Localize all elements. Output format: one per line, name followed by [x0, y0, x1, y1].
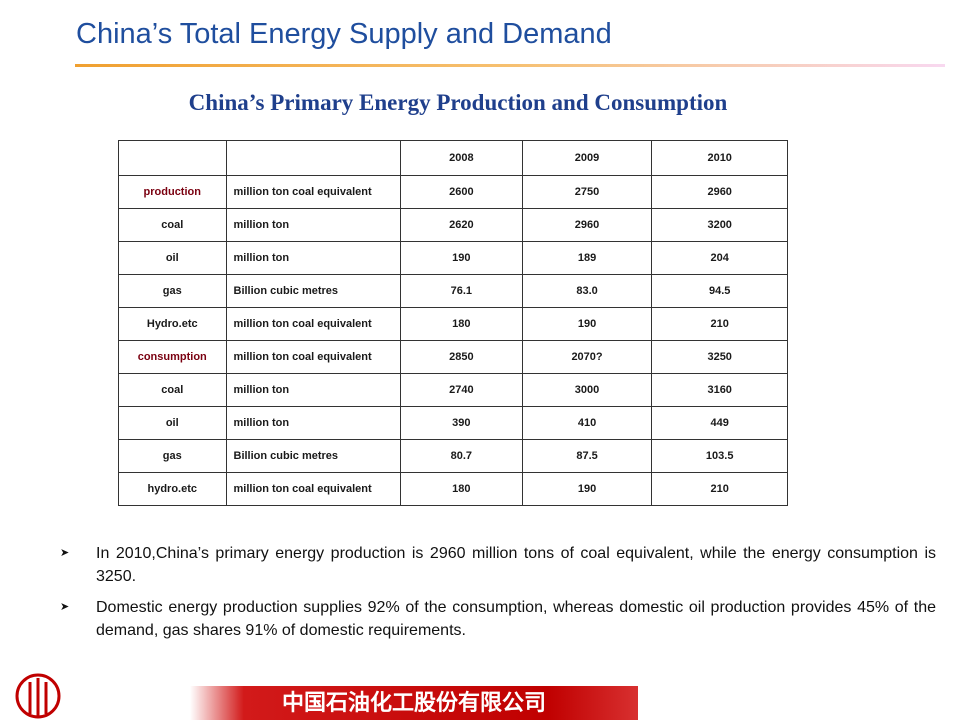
- unit-cell: million ton: [225, 406, 401, 440]
- unit-cell: million ton: [225, 241, 401, 275]
- value-cell: 390: [400, 406, 523, 440]
- value-cell: 2750: [521, 175, 653, 209]
- unit-cell: million ton: [225, 373, 401, 407]
- row-label: gas: [118, 274, 227, 308]
- row-label: coal: [118, 373, 227, 407]
- logo: [15, 673, 61, 719]
- row-label: oil: [118, 241, 227, 275]
- unit-cell: million ton coal equivalent: [225, 307, 401, 341]
- unit-cell: million ton coal equivalent: [225, 340, 401, 374]
- value-cell: 3160: [651, 373, 788, 407]
- row-label: coal: [118, 208, 227, 242]
- value-cell: 3000: [521, 373, 653, 407]
- table-row: production million ton coal equivalent 260…: [118, 175, 788, 209]
- header-cell: [225, 140, 401, 176]
- value-cell: 3250: [651, 340, 788, 374]
- row-label: oil: [118, 406, 227, 440]
- value-cell: 2620: [400, 208, 523, 242]
- value-cell: 83.0: [521, 274, 653, 308]
- unit-cell: Billion cubic metres: [225, 439, 401, 473]
- row-label: consumption: [118, 340, 227, 374]
- table-row: Hydro.etc million ton coal equivalent 180 1…: [118, 307, 788, 341]
- company-banner: 中国石油化工股份有限公司: [190, 686, 638, 720]
- header-row: 2008 2009 2010: [118, 140, 788, 176]
- unit-cell: million ton coal equivalent: [225, 472, 401, 506]
- header-cell: [118, 140, 227, 176]
- value-cell: 190: [521, 472, 653, 506]
- row-label: Hydro.etc: [118, 307, 227, 341]
- table-row: oil million ton 190 189 204: [118, 241, 788, 275]
- unit-cell: million ton coal equivalent: [225, 175, 401, 209]
- table-row: consumption million ton coal equivalent 28…: [118, 340, 788, 374]
- value-cell: 190: [400, 241, 523, 275]
- bullet-arrow: ➤: [60, 547, 70, 559]
- header-cell: 2009: [521, 140, 653, 176]
- table-row: gas Billion cubic metres 76.1 83.0 94.5: [118, 274, 788, 308]
- row-label: gas: [118, 439, 227, 473]
- table-row: gas Billion cubic metres 80.7 87.5 103.5: [118, 439, 788, 473]
- value-cell: 76.1: [400, 274, 523, 308]
- row-label: production: [118, 175, 227, 209]
- value-cell: 2850: [400, 340, 523, 374]
- header-cell: 2008: [400, 140, 523, 176]
- table-row: oil million ton 390 410 449: [118, 406, 788, 440]
- value-cell: 2960: [521, 208, 653, 242]
- slide-title: China’s Total Energy Supply and Demand: [76, 18, 612, 50]
- bullet: ➤ Domestic energy production supplies 92%…: [60, 596, 936, 642]
- unit-cell: Billion cubic metres: [225, 274, 401, 308]
- value-cell: 210: [651, 472, 788, 506]
- value-cell: 210: [651, 307, 788, 341]
- value-cell: 189: [521, 241, 653, 275]
- value-cell: 180: [400, 307, 523, 341]
- title-rule: [75, 64, 945, 67]
- table-row: hydro.etc million ton coal equivalent 180 1…: [118, 472, 788, 506]
- value-cell: 2960: [651, 175, 788, 209]
- value-cell: 87.5: [521, 439, 653, 473]
- value-cell: 190: [521, 307, 653, 341]
- value-cell: 3200: [651, 208, 788, 242]
- unit-cell: million ton: [225, 208, 401, 242]
- header-cell: 2010: [651, 140, 788, 176]
- table-row: coal million ton 2620 2960 3200: [118, 208, 788, 242]
- table-row: coal million ton 2740 3000 3160: [118, 373, 788, 407]
- value-cell: 80.7: [400, 439, 523, 473]
- bullet-text: In 2010,China’s primary energy productio…: [96, 545, 936, 585]
- value-cell: 180: [400, 472, 523, 506]
- value-cell: 410: [521, 406, 653, 440]
- bullet-list: ➤ In 2010,China’s primary energy producti…: [60, 542, 936, 650]
- table-title: China’s Primary Energy Production and Co…: [188, 90, 728, 115]
- value-cell: 204: [651, 241, 788, 275]
- value-cell: 94.5: [651, 274, 788, 308]
- data-table: 2008 2009 2010 production million ton coal e…: [118, 140, 788, 506]
- bullet: ➤ In 2010,China’s primary energy producti…: [60, 542, 936, 588]
- bullet-arrow: ➤: [60, 601, 70, 613]
- value-cell: 2740: [400, 373, 523, 407]
- value-cell: 103.5: [651, 439, 788, 473]
- value-cell: 2600: [400, 175, 523, 209]
- value-cell: 449: [651, 406, 788, 440]
- row-label: hydro.etc: [118, 472, 227, 506]
- bullet-text: Domestic energy production supplies 92% …: [96, 599, 936, 639]
- value-cell: 2070?: [521, 340, 653, 374]
